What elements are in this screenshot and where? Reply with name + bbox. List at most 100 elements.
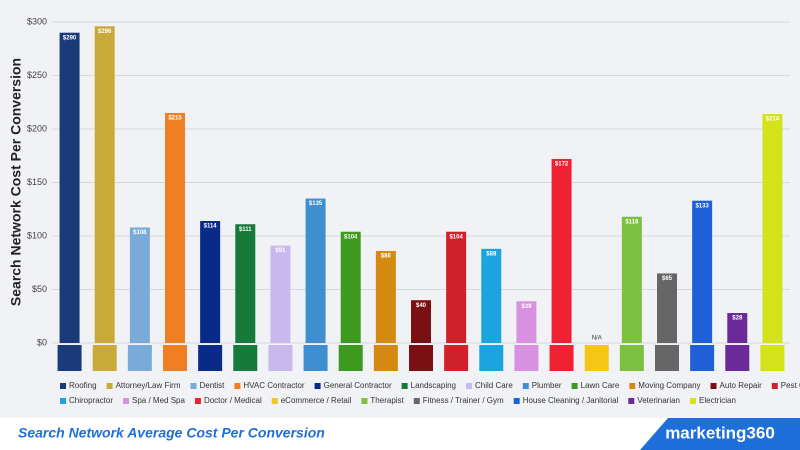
legend-label: Lawn Care [581, 381, 620, 390]
bar [165, 112, 185, 343]
chart-background [0, 0, 800, 418]
icon-box [584, 345, 609, 371]
value-label: $133 [695, 203, 709, 209]
legend-swatch [314, 383, 321, 389]
legend-label: Auto Repair [720, 381, 763, 390]
legend-swatch [271, 398, 278, 404]
bar [621, 216, 642, 343]
legend-label: Moving Company [638, 381, 700, 390]
legend-label: HVAC Contractor [243, 381, 305, 390]
y-tick-label: $50 [32, 284, 47, 294]
legend-swatch [401, 383, 408, 389]
icon-box [479, 345, 504, 371]
legend-swatch [690, 398, 696, 404]
y-tick-label: $250 [27, 70, 47, 80]
icon-box [725, 345, 750, 371]
value-label: $214 [766, 117, 780, 123]
value-label: $104 [344, 234, 358, 240]
bar [305, 198, 326, 343]
value-label: $111 [239, 227, 252, 233]
value-label: $88 [486, 251, 497, 257]
value-label: $215 [168, 116, 182, 122]
legend-label: eCommerce / Retail [281, 396, 352, 405]
bar [657, 273, 677, 343]
legend-swatch [629, 383, 636, 389]
value-label: $28 [732, 316, 743, 322]
icon-box [127, 345, 152, 371]
legend-swatch [190, 383, 197, 389]
bar [59, 32, 80, 343]
bar [516, 301, 537, 343]
y-tick-label: $300 [27, 16, 47, 26]
y-tick-label: $200 [27, 123, 47, 133]
icon-box [303, 345, 328, 371]
value-label: $290 [63, 35, 77, 41]
legend-swatch [106, 383, 113, 389]
legend-label: Doctor / Medical [204, 396, 262, 405]
value-label: $114 [204, 224, 218, 230]
legend-label: Landscaping [411, 381, 456, 390]
legend-swatch [628, 398, 635, 404]
bar [762, 114, 783, 344]
value-label: $86 [381, 254, 392, 260]
brand: marketing360 [665, 423, 775, 442]
y-tick-label: $100 [27, 230, 47, 240]
legend-swatch [710, 383, 717, 389]
legend-label: Electrician [699, 396, 736, 405]
icon-box [233, 345, 258, 371]
legend-swatch [194, 398, 201, 404]
value-label: $118 [625, 219, 639, 225]
icon-box [373, 345, 398, 371]
legend-label: Fitness / Trainer / Gym [423, 396, 504, 405]
icon-box [760, 345, 785, 371]
icon-box [409, 345, 433, 371]
value-label: $135 [309, 201, 323, 207]
legend-label: Therapist [370, 396, 404, 405]
legend-swatch [123, 398, 130, 404]
legend-swatch [60, 398, 66, 404]
value-label: $39 [521, 304, 532, 310]
legend-label: Attorney/Law Firm [116, 381, 181, 390]
icon-box [619, 345, 644, 371]
value-label: $172 [555, 162, 569, 168]
legend-swatch [522, 383, 529, 389]
icon-box [444, 345, 469, 371]
legend-swatch [60, 383, 66, 389]
legend-label: Roofing [69, 381, 97, 390]
bar [129, 227, 150, 343]
icon-box [163, 345, 187, 371]
bar [481, 248, 502, 343]
bar [551, 158, 572, 343]
icon-box [514, 345, 539, 371]
value-label: $108 [133, 230, 147, 236]
bar [200, 221, 221, 343]
value-label: $91 [275, 248, 286, 254]
value-label: $296 [98, 29, 112, 35]
bar [411, 300, 431, 343]
legend-swatch [234, 383, 241, 389]
legend-label: General Contractor [324, 381, 392, 390]
icon-box [198, 345, 223, 371]
legend-swatch [361, 398, 368, 404]
legend-label: Pest Control [781, 381, 800, 390]
brand-band [640, 418, 800, 450]
bar [446, 231, 467, 343]
bar [340, 231, 361, 343]
value-label: $65 [662, 276, 673, 282]
legend-label: Plumber [532, 381, 562, 390]
legend-label: Chiropractor [69, 396, 113, 405]
icon-box [655, 345, 679, 371]
legend-label: Dentist [199, 381, 225, 390]
y-tick-label: $0 [37, 337, 47, 347]
value-label: $104 [449, 234, 463, 240]
bar [727, 313, 748, 343]
value-label: $40 [416, 303, 427, 309]
legend-label: Spa / Med Spa [132, 396, 185, 405]
bar [270, 245, 291, 343]
footer-caption: Search Network Average Cost Per Conversi… [18, 425, 325, 441]
legend-swatch [413, 398, 420, 404]
bar [235, 224, 256, 343]
legend-swatch [571, 383, 578, 389]
bar [692, 200, 713, 343]
